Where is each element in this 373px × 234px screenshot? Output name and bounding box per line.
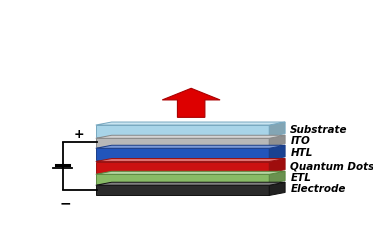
- Polygon shape: [96, 145, 285, 148]
- Polygon shape: [96, 122, 285, 125]
- Text: +: +: [73, 128, 84, 141]
- Text: Quantum Dots: Quantum Dots: [290, 161, 373, 171]
- Text: ETL: ETL: [290, 173, 311, 183]
- Text: Electrode: Electrode: [290, 184, 346, 194]
- Polygon shape: [96, 174, 269, 184]
- Text: Substrate: Substrate: [290, 125, 348, 135]
- Polygon shape: [96, 138, 269, 147]
- Polygon shape: [96, 148, 269, 160]
- Polygon shape: [269, 158, 285, 173]
- Polygon shape: [269, 135, 285, 147]
- Polygon shape: [96, 182, 285, 185]
- Polygon shape: [96, 185, 269, 195]
- Text: −: −: [60, 197, 71, 211]
- Polygon shape: [269, 171, 285, 184]
- Polygon shape: [269, 122, 285, 137]
- Polygon shape: [162, 88, 220, 117]
- Polygon shape: [269, 182, 285, 195]
- Polygon shape: [269, 145, 285, 160]
- Text: HTL: HTL: [290, 148, 313, 158]
- Polygon shape: [96, 135, 285, 138]
- Polygon shape: [96, 125, 269, 137]
- Polygon shape: [96, 158, 285, 161]
- Polygon shape: [96, 171, 285, 174]
- Text: ITO: ITO: [290, 136, 310, 146]
- Polygon shape: [96, 161, 269, 173]
